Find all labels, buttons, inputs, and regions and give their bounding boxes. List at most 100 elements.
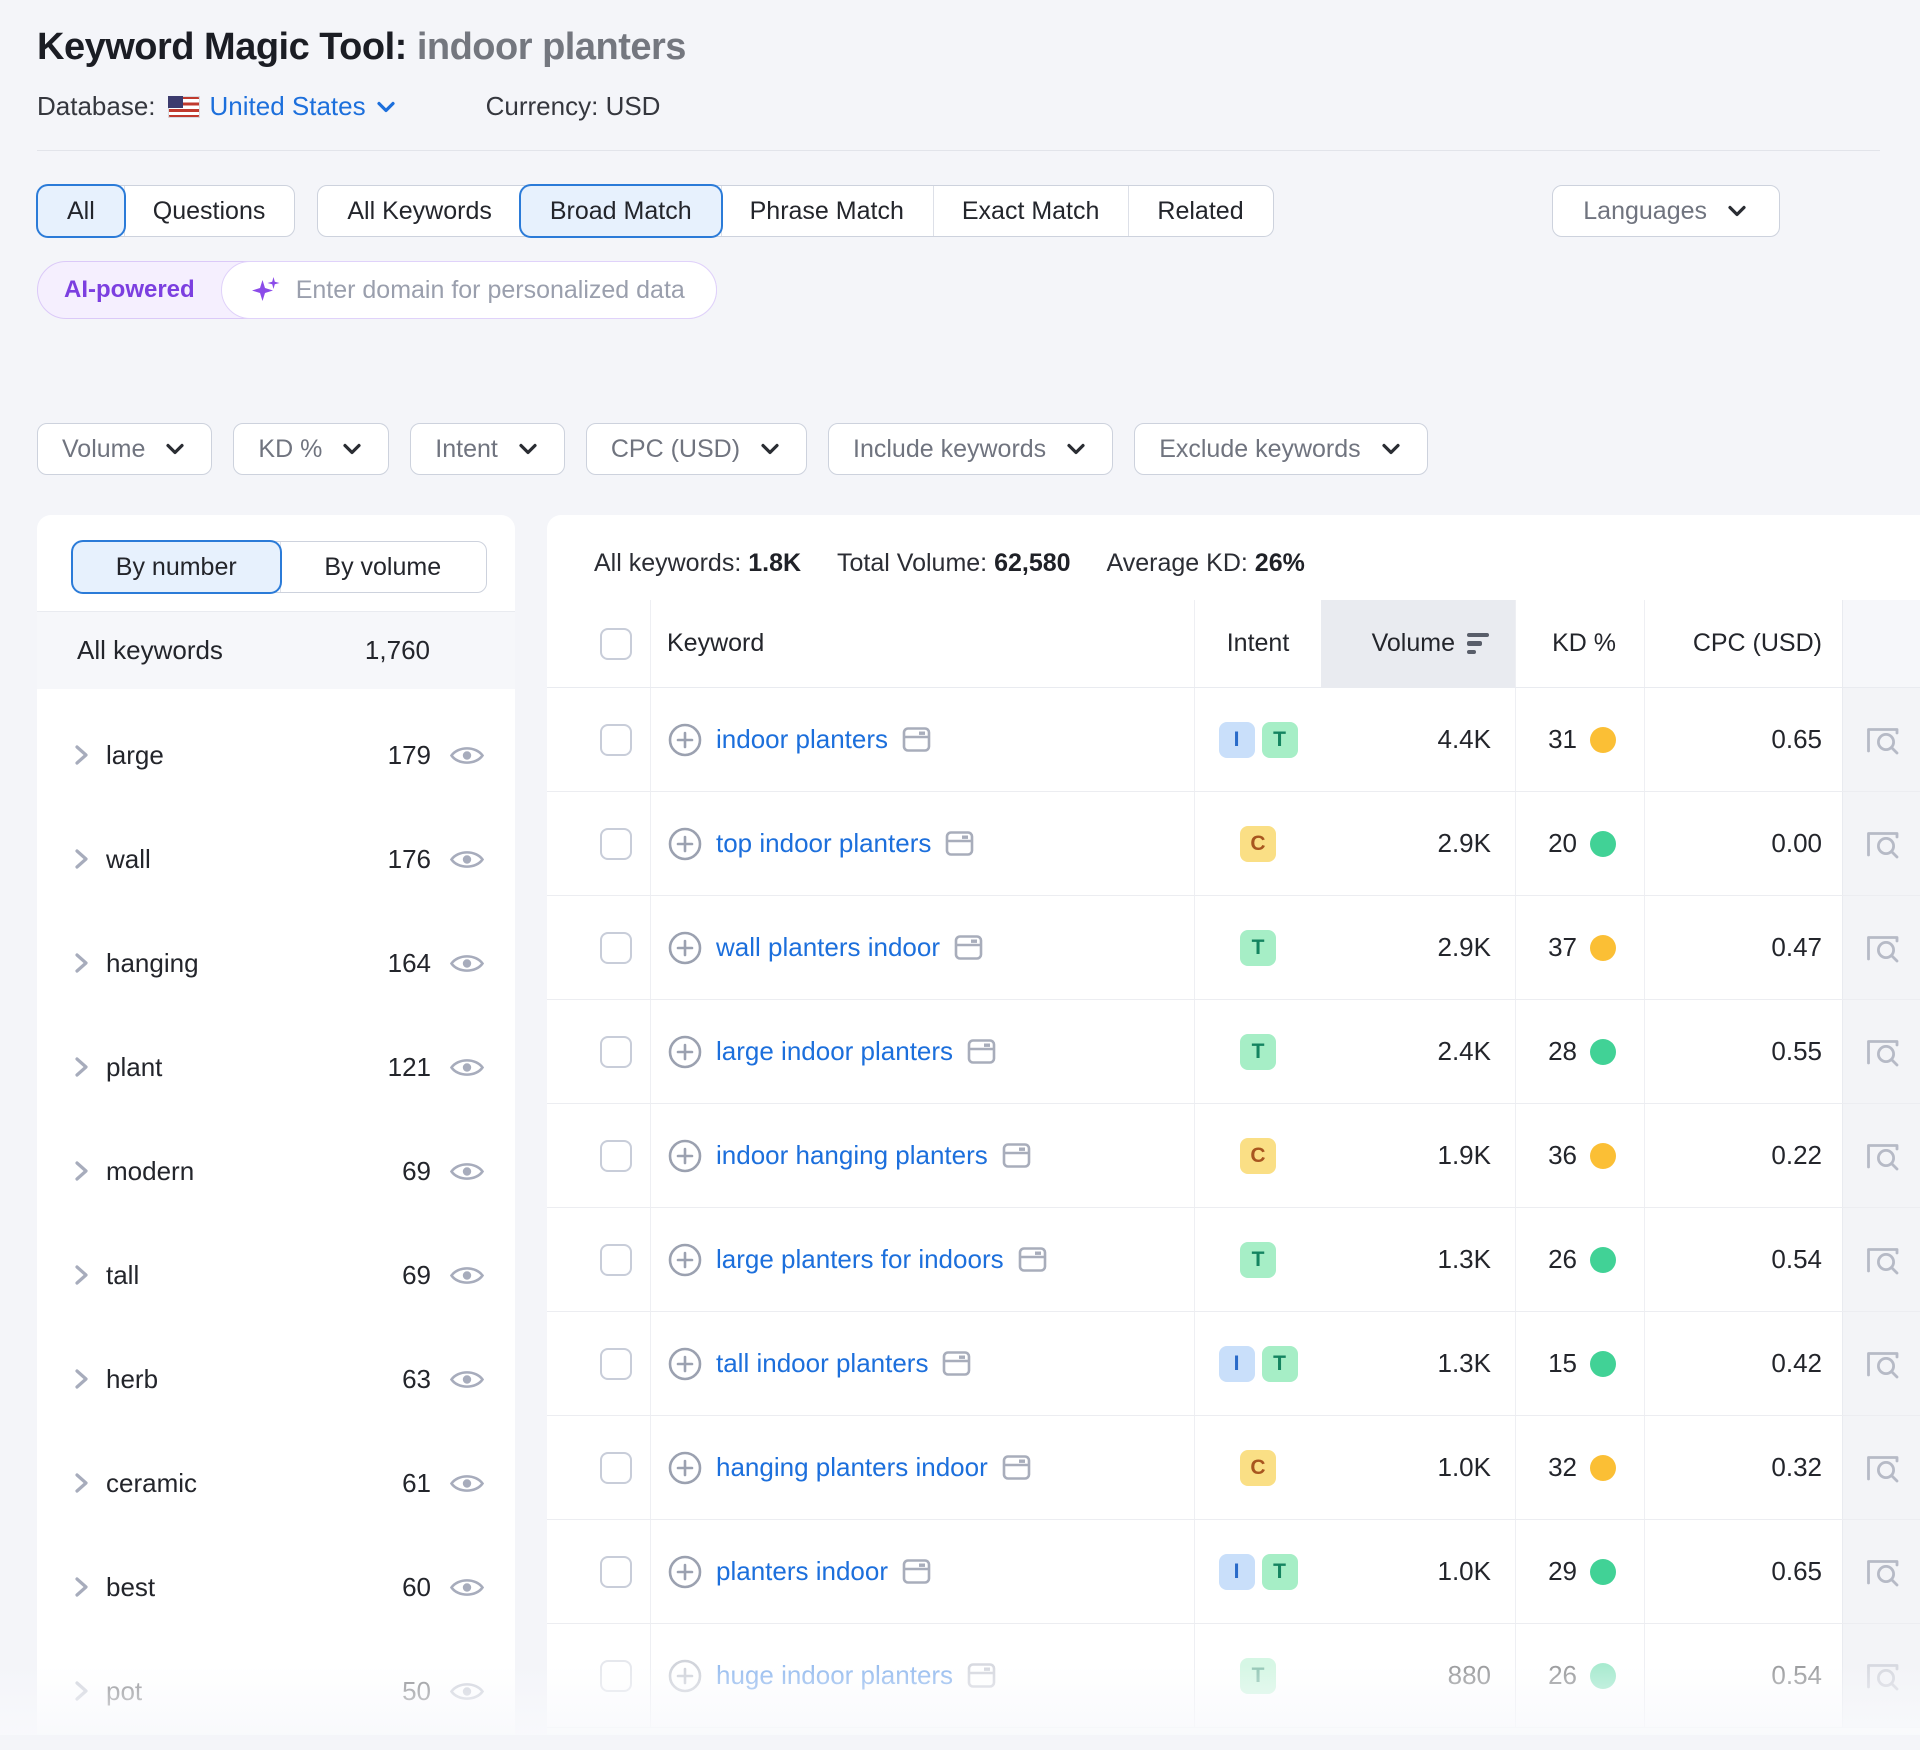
serp-analysis-cell[interactable] bbox=[1842, 1312, 1920, 1415]
keyword-link[interactable]: wall planters indoor bbox=[716, 932, 940, 963]
eye-icon[interactable] bbox=[449, 1054, 485, 1081]
keyword-link[interactable]: huge indoor planters bbox=[716, 1660, 953, 1691]
row-checkbox[interactable] bbox=[600, 932, 632, 964]
chevron-right-icon[interactable] bbox=[70, 1574, 92, 1600]
row-checkbox[interactable] bbox=[600, 1244, 632, 1276]
sidebar-group-large[interactable]: large179 bbox=[37, 703, 515, 807]
serp-features-icon[interactable] bbox=[1001, 1140, 1032, 1171]
sidebar-group-pot[interactable]: pot50 bbox=[37, 1639, 515, 1735]
eye-icon-wrap[interactable] bbox=[449, 1678, 485, 1705]
chevron-right-icon[interactable] bbox=[70, 950, 92, 976]
chevron-right-icon[interactable] bbox=[70, 742, 92, 768]
keyword-link[interactable]: large indoor planters bbox=[716, 1036, 953, 1067]
eye-icon-wrap[interactable] bbox=[449, 1574, 485, 1601]
keyword-link[interactable]: large planters for indoors bbox=[716, 1244, 1004, 1275]
column-header-volume[interactable]: Volume bbox=[1321, 600, 1515, 687]
database-selector[interactable]: United States bbox=[210, 91, 398, 122]
row-checkbox[interactable] bbox=[600, 828, 632, 860]
sidebar-group-ceramic[interactable]: ceramic61 bbox=[37, 1431, 515, 1535]
eye-icon-wrap[interactable] bbox=[449, 1470, 485, 1497]
keyword-link[interactable]: indoor planters bbox=[716, 724, 888, 755]
add-keyword-icon[interactable] bbox=[667, 1242, 703, 1278]
filter-include-keywords[interactable]: Include keywords bbox=[828, 423, 1113, 475]
serp-features-icon[interactable] bbox=[966, 1660, 997, 1691]
serp-features-icon[interactable] bbox=[953, 932, 984, 963]
serp-analysis-cell[interactable] bbox=[1842, 1416, 1920, 1519]
add-keyword-icon[interactable] bbox=[667, 1658, 703, 1694]
chevron-right-icon[interactable] bbox=[70, 1054, 92, 1080]
row-checkbox[interactable] bbox=[600, 1036, 632, 1068]
sidebar-group-modern[interactable]: modern69 bbox=[37, 1119, 515, 1223]
serp-features-icon[interactable] bbox=[966, 1036, 997, 1067]
eye-icon[interactable] bbox=[449, 950, 485, 977]
domain-input[interactable]: Enter domain for personalized data bbox=[221, 261, 717, 319]
chevron-right-icon[interactable] bbox=[70, 1470, 92, 1496]
eye-icon[interactable] bbox=[449, 1574, 485, 1601]
eye-icon[interactable] bbox=[449, 846, 485, 873]
chevron-right-icon[interactable] bbox=[70, 1678, 92, 1704]
column-header-intent[interactable]: Intent bbox=[1194, 600, 1321, 687]
add-keyword-icon[interactable] bbox=[667, 826, 703, 862]
serp-features-icon[interactable] bbox=[944, 828, 975, 859]
eye-icon-wrap[interactable] bbox=[449, 1158, 485, 1185]
keyword-link[interactable]: tall indoor planters bbox=[716, 1348, 928, 1379]
row-checkbox[interactable] bbox=[600, 1556, 632, 1588]
add-keyword-icon[interactable] bbox=[667, 1034, 703, 1070]
languages-dropdown[interactable]: Languages bbox=[1552, 185, 1780, 237]
add-keyword-icon[interactable] bbox=[667, 722, 703, 758]
serp-analysis-cell[interactable] bbox=[1842, 1104, 1920, 1207]
filter-exclude-keywords[interactable]: Exclude keywords bbox=[1134, 423, 1427, 475]
filter-intent[interactable]: Intent bbox=[410, 423, 565, 475]
chevron-right-icon[interactable] bbox=[70, 1366, 92, 1392]
tab-all-keywords[interactable]: All Keywords bbox=[318, 186, 521, 236]
serp-analysis-icon[interactable] bbox=[1861, 1346, 1903, 1382]
add-keyword-icon[interactable] bbox=[667, 1450, 703, 1486]
serp-analysis-icon[interactable] bbox=[1861, 722, 1903, 758]
chevron-right-icon[interactable] bbox=[70, 846, 92, 872]
keyword-link[interactable]: hanging planters indoor bbox=[716, 1452, 988, 1483]
serp-analysis-icon[interactable] bbox=[1861, 1658, 1903, 1694]
serp-analysis-cell[interactable] bbox=[1842, 1000, 1920, 1103]
sidebar-group-herb[interactable]: herb63 bbox=[37, 1327, 515, 1431]
sidebar-group-plant[interactable]: plant121 bbox=[37, 1015, 515, 1119]
tab-questions[interactable]: Questions bbox=[124, 186, 295, 236]
select-all-checkbox[interactable] bbox=[600, 628, 632, 660]
column-header-cpc[interactable]: CPC (USD) bbox=[1644, 600, 1842, 687]
tab-all[interactable]: All bbox=[38, 186, 124, 236]
tab-broad-match[interactable]: Broad Match bbox=[521, 186, 721, 236]
serp-analysis-icon[interactable] bbox=[1861, 1138, 1903, 1174]
keyword-link[interactable]: top indoor planters bbox=[716, 828, 931, 859]
serp-analysis-cell[interactable] bbox=[1842, 688, 1920, 791]
eye-icon[interactable] bbox=[449, 1158, 485, 1185]
toggle-by-volume[interactable]: By volume bbox=[280, 542, 487, 592]
eye-icon[interactable] bbox=[449, 1262, 485, 1289]
sidebar-group-wall[interactable]: wall176 bbox=[37, 807, 515, 911]
add-keyword-icon[interactable] bbox=[667, 930, 703, 966]
tab-exact-match[interactable]: Exact Match bbox=[933, 186, 1129, 236]
filter-kd[interactable]: KD % bbox=[233, 423, 389, 475]
serp-analysis-icon[interactable] bbox=[1861, 1450, 1903, 1486]
serp-features-icon[interactable] bbox=[901, 1556, 932, 1587]
serp-features-icon[interactable] bbox=[1017, 1244, 1048, 1275]
sidebar-group-tall[interactable]: tall69 bbox=[37, 1223, 515, 1327]
sidebar-group-best[interactable]: best60 bbox=[37, 1535, 515, 1639]
serp-analysis-icon[interactable] bbox=[1861, 1242, 1903, 1278]
serp-analysis-icon[interactable] bbox=[1861, 1034, 1903, 1070]
all-keywords-row[interactable]: All keywords 1,760 bbox=[37, 611, 515, 689]
column-header-keyword[interactable]: Keyword bbox=[650, 600, 1194, 687]
chevron-right-icon[interactable] bbox=[70, 1262, 92, 1288]
add-keyword-icon[interactable] bbox=[667, 1138, 703, 1174]
column-header-kd[interactable]: KD % bbox=[1515, 600, 1644, 687]
serp-analysis-cell[interactable] bbox=[1842, 896, 1920, 999]
eye-icon-wrap[interactable] bbox=[449, 1262, 485, 1289]
filter-cpc-usd[interactable]: CPC (USD) bbox=[586, 423, 807, 475]
serp-features-icon[interactable] bbox=[941, 1348, 972, 1379]
sidebar-group-hanging[interactable]: hanging164 bbox=[37, 911, 515, 1015]
add-keyword-icon[interactable] bbox=[667, 1346, 703, 1382]
tab-phrase-match[interactable]: Phrase Match bbox=[721, 186, 933, 236]
tab-related[interactable]: Related bbox=[1128, 186, 1272, 236]
serp-features-icon[interactable] bbox=[1001, 1452, 1032, 1483]
eye-icon-wrap[interactable] bbox=[449, 950, 485, 977]
eye-icon-wrap[interactable] bbox=[449, 846, 485, 873]
keyword-link[interactable]: planters indoor bbox=[716, 1556, 888, 1587]
